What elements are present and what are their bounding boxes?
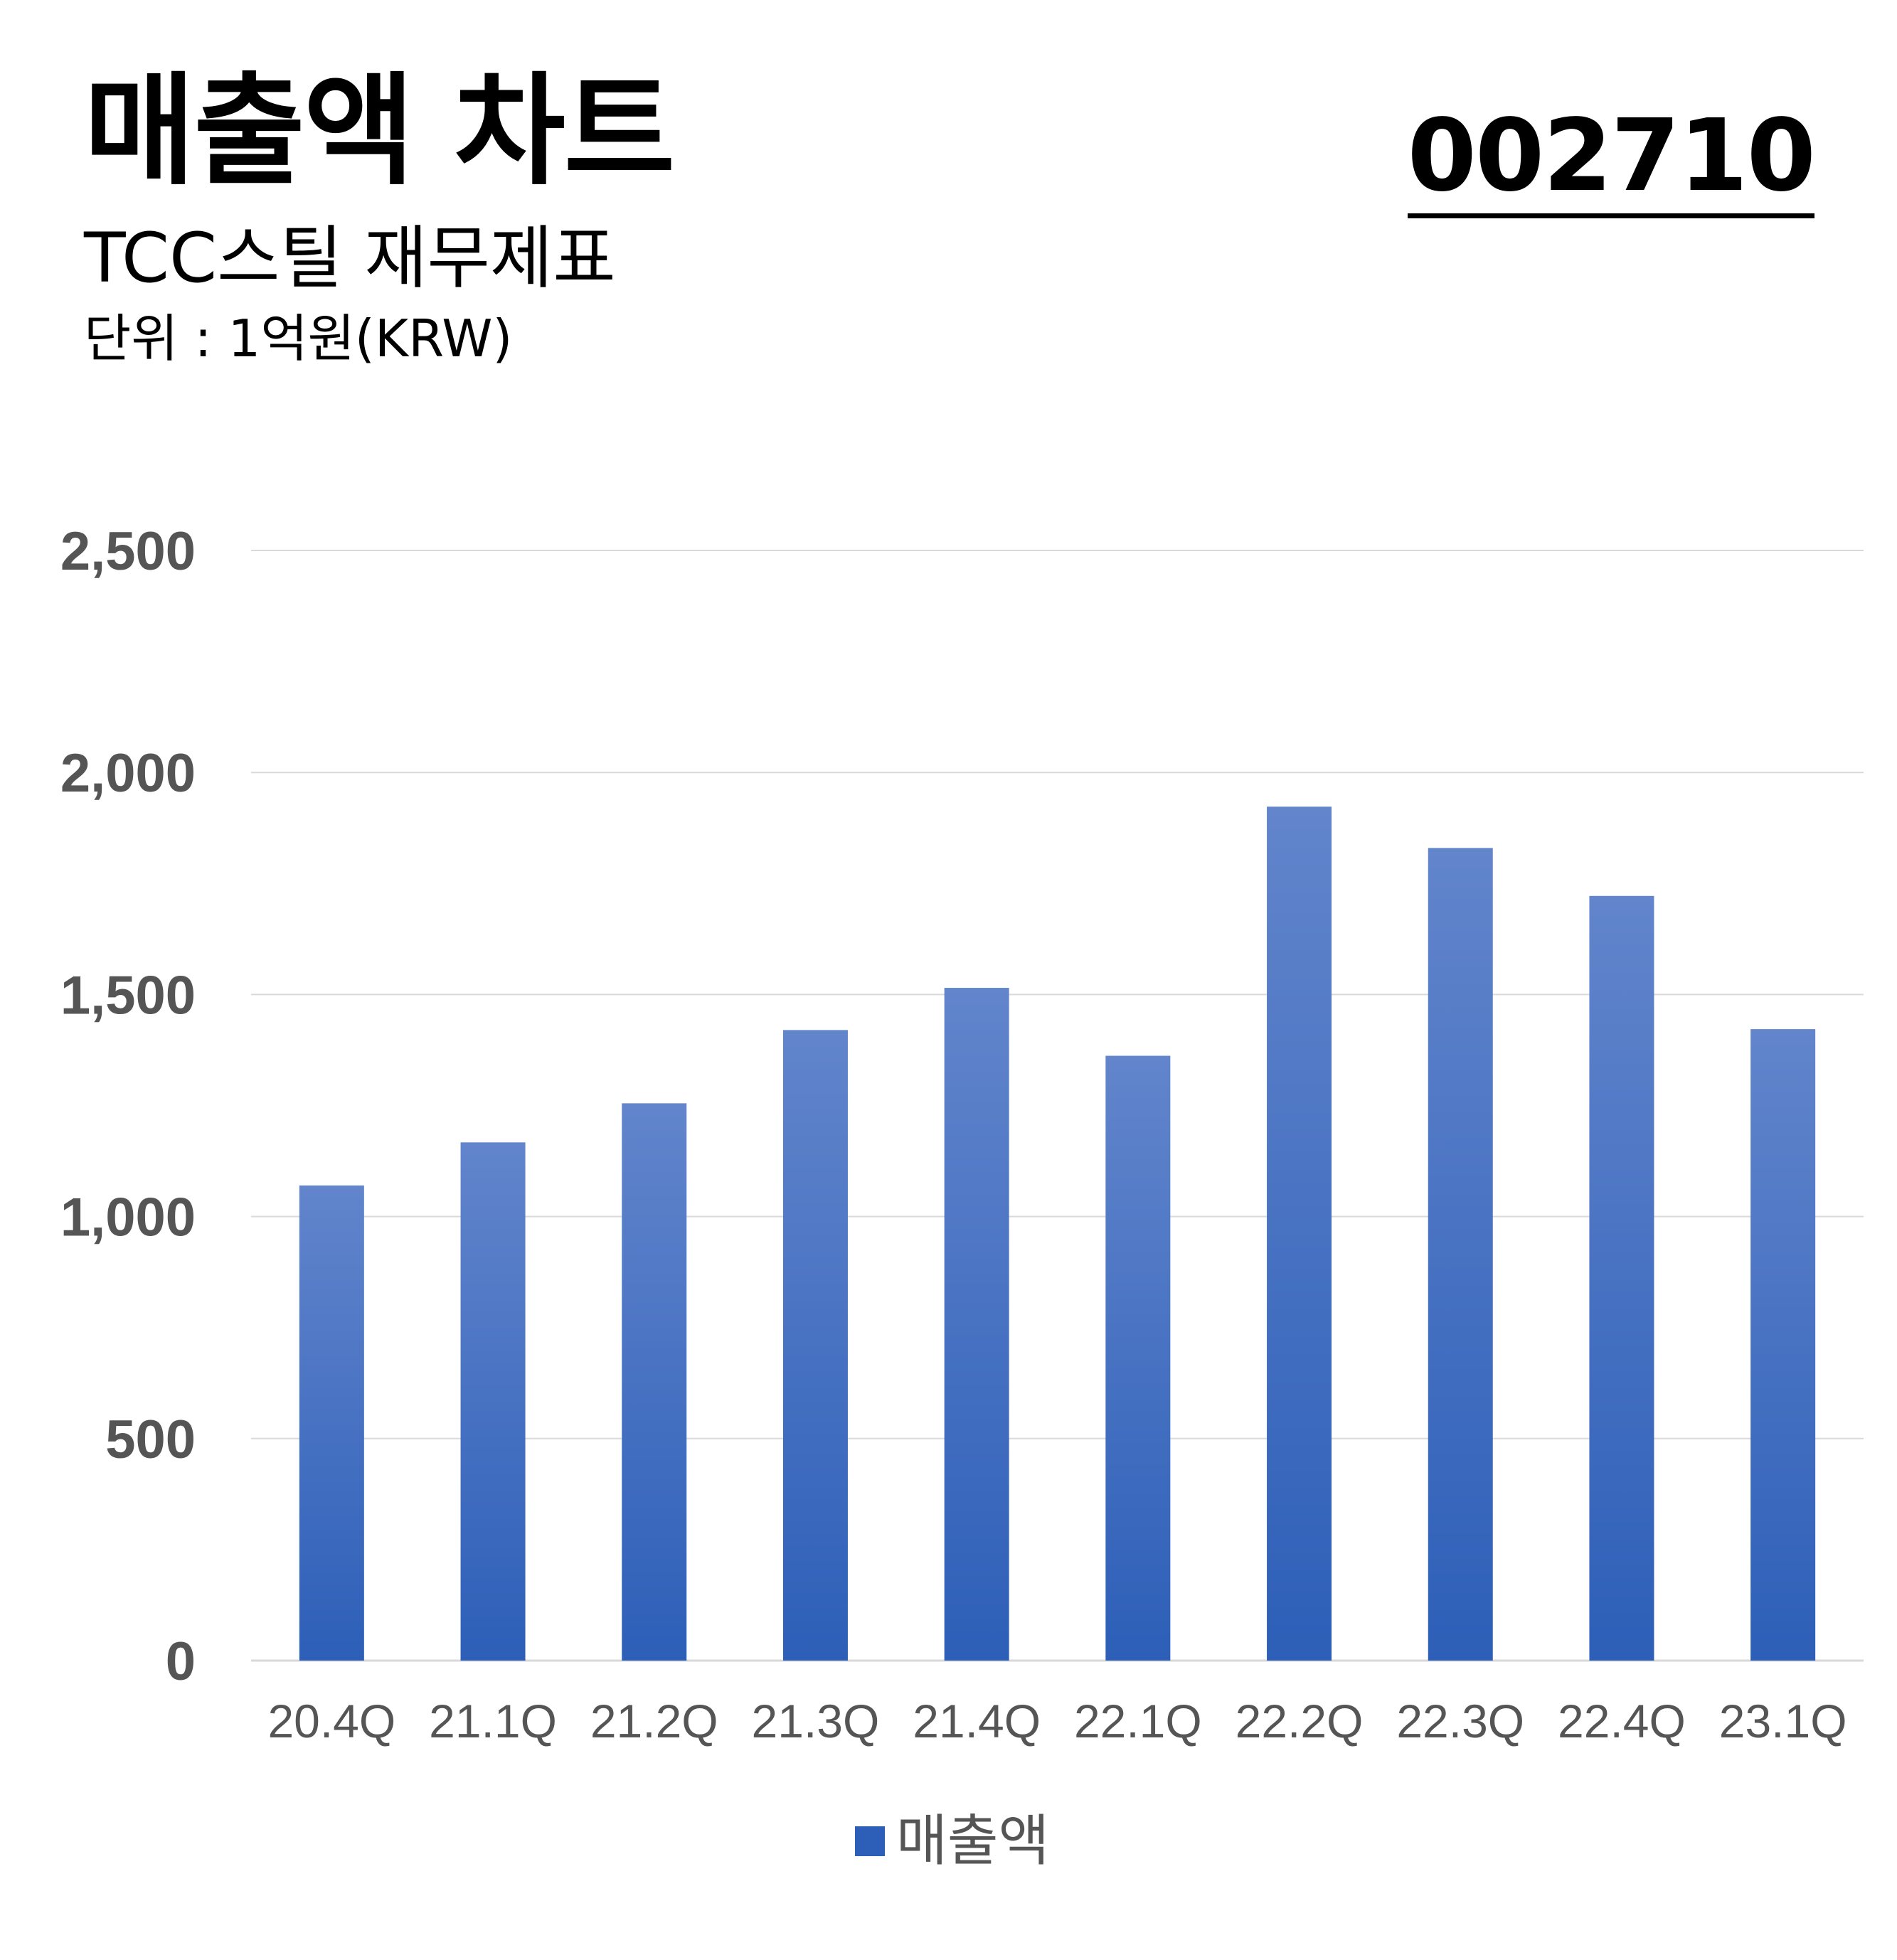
y-tick-label: 1,500: [60, 965, 196, 1026]
bar: [1267, 806, 1332, 1661]
y-tick-label: 2,500: [60, 521, 196, 582]
bar: [1105, 1055, 1171, 1661]
bar: [944, 988, 1009, 1661]
stock-code: 002710: [1407, 107, 1816, 218]
x-tick-label: 21.2Q: [590, 1695, 718, 1747]
x-tick-label: 21.4Q: [913, 1695, 1041, 1747]
x-tick-label: 22.3Q: [1396, 1695, 1524, 1747]
bar: [460, 1142, 526, 1661]
page-subtitle: TCC스틸 재무제표: [84, 218, 616, 298]
x-axis-ticks: 20.4Q 21.1Q 21.2Q 21.3Q 21.4Q 22.1Q 22.2Q 22.3Q…: [267, 1695, 1846, 1747]
bar: [782, 1030, 848, 1661]
x-tick-label: 21.3Q: [752, 1695, 880, 1747]
legend-swatch: [855, 1826, 885, 1856]
legend: 매출액: [855, 1813, 1049, 1869]
bars: [299, 806, 1816, 1661]
page-title: 매출액 차트: [84, 61, 675, 202]
x-tick-label: 23.1Q: [1719, 1695, 1847, 1747]
x-tick-label: 20.4Q: [267, 1695, 395, 1747]
y-tick-label: 500: [105, 1410, 196, 1470]
bar: [1428, 848, 1493, 1661]
bar: [1589, 895, 1654, 1661]
y-tick-label: 0: [166, 1631, 196, 1692]
y-axis-ticks: 0 500 1,000 1,500 2,000 2,500: [60, 521, 196, 1692]
y-tick-label: 1,000: [60, 1188, 196, 1248]
legend-label: 매출액: [896, 1809, 1050, 1873]
x-tick-label: 22.4Q: [1558, 1695, 1686, 1747]
x-tick-label: 22.1Q: [1074, 1695, 1202, 1747]
x-tick-label: 22.2Q: [1236, 1695, 1364, 1747]
bar: [1750, 1029, 1816, 1661]
bar: [622, 1103, 687, 1661]
unit-label: 단위 : 1억원(KRW): [84, 309, 513, 368]
bar: [299, 1185, 364, 1661]
x-tick-label: 21.1Q: [429, 1695, 557, 1747]
y-tick-label: 2,000: [60, 743, 196, 804]
